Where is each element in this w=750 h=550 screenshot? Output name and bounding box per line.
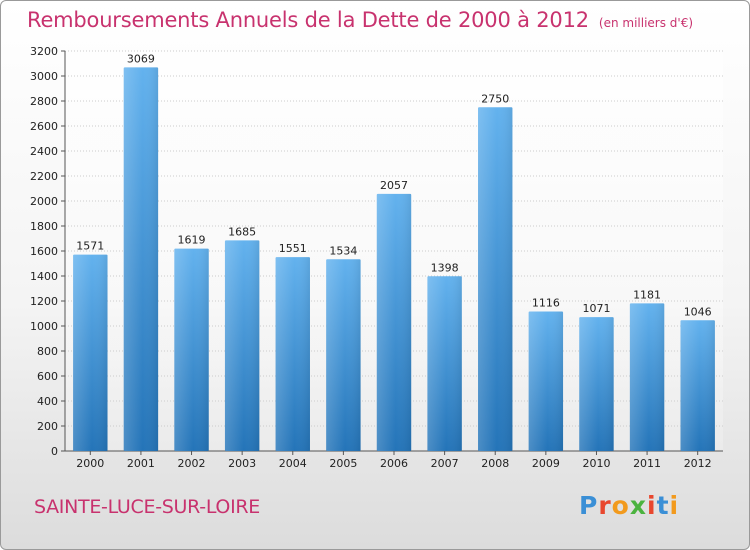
chart-unit-text: (en milliers d'€) [598, 16, 694, 30]
bar-value-label: 3069 [127, 52, 155, 65]
chart-title: Remboursements Annuels de la Dette de 20… [27, 8, 693, 32]
y-tick-label: 2200 [30, 170, 58, 183]
y-tick-label: 3000 [30, 70, 58, 83]
y-tick-label: 600 [37, 370, 58, 383]
bar-shine [528, 311, 564, 451]
bar-value-label: 1534 [329, 244, 357, 257]
bar-shine [427, 276, 462, 451]
bar-value-label: 1071 [582, 302, 610, 315]
label-layer: 1571 2000 3069 2001 1619 2002 1685 2003 1551 2004… [76, 52, 711, 470]
city-name: SAINTE-LUCE-SUR-LOIRE [34, 496, 260, 518]
y-tick-label: 3200 [30, 45, 58, 58]
y-tick-label: 2800 [30, 95, 58, 108]
bar-shine [376, 193, 412, 451]
x-tick-label: 2009 [532, 457, 560, 470]
bar-value-label: 1551 [279, 242, 307, 255]
bar-shine [478, 107, 513, 451]
logo-letter: x [629, 491, 647, 520]
x-tick-label: 2005 [329, 457, 357, 470]
bar-shine [629, 303, 665, 451]
y-tick-label: 1400 [30, 270, 58, 283]
bar-value-label: 1571 [76, 240, 104, 253]
y-tick-label: 2000 [30, 195, 58, 208]
logo-letter: i [647, 491, 657, 520]
x-tick-label: 2000 [76, 457, 104, 470]
y-tick-label: 200 [37, 420, 58, 433]
bar-shine [275, 257, 310, 451]
bar-value-label: 2057 [380, 179, 408, 192]
logo-letter: t [656, 491, 670, 520]
bar-value-label: 1046 [684, 305, 712, 318]
x-tick-label: 2010 [582, 457, 610, 470]
y-tick-label: 1600 [30, 245, 58, 258]
logo-letter: r [598, 491, 612, 520]
bar-value-label: 1685 [228, 225, 256, 238]
y-tick-label: 1200 [30, 295, 58, 308]
bar-value-label: 1116 [532, 297, 560, 310]
bar-layer [73, 67, 715, 451]
proxiti-logo[interactable]: Proxiti [579, 491, 679, 520]
bar-value-label: 1181 [633, 288, 661, 301]
axis-layer: 0 200 400 600 800 1000 1200 1400 1600 1800 2000 220… [30, 45, 723, 458]
y-tick-label: 2400 [30, 145, 58, 158]
x-tick-label: 2001 [127, 457, 155, 470]
bar-value-label: 1398 [431, 261, 459, 274]
bar-shine [123, 67, 159, 451]
x-tick-label: 2008 [481, 457, 509, 470]
bar-shine [326, 259, 361, 451]
x-tick-label: 2007 [431, 457, 459, 470]
bar-shine [174, 248, 209, 451]
y-tick-label: 1800 [30, 220, 58, 233]
bar-shine [579, 317, 614, 451]
logo-letter: i [669, 491, 680, 520]
logo-letter: o [611, 491, 630, 520]
bar-shine [680, 320, 715, 451]
bar-value-label: 2750 [481, 92, 509, 105]
y-tick-label: 2600 [30, 120, 58, 133]
x-tick-label: 2003 [228, 457, 256, 470]
x-tick-label: 2011 [633, 457, 661, 470]
bar-value-label: 1619 [178, 234, 206, 247]
x-tick-label: 2004 [279, 457, 307, 470]
y-tick-label: 800 [37, 345, 58, 358]
chart-title-text: Remboursements Annuels de la Dette de 20… [27, 8, 589, 32]
y-tick-label: 400 [37, 395, 58, 408]
x-tick-label: 2012 [684, 457, 712, 470]
y-tick-label: 1000 [30, 320, 58, 333]
bar-shine [224, 240, 260, 451]
x-tick-label: 2002 [178, 457, 206, 470]
x-tick-label: 2006 [380, 457, 408, 470]
logo-letter: P [579, 491, 599, 520]
bar-shine [73, 254, 108, 451]
y-tick-label: 0 [51, 445, 58, 458]
